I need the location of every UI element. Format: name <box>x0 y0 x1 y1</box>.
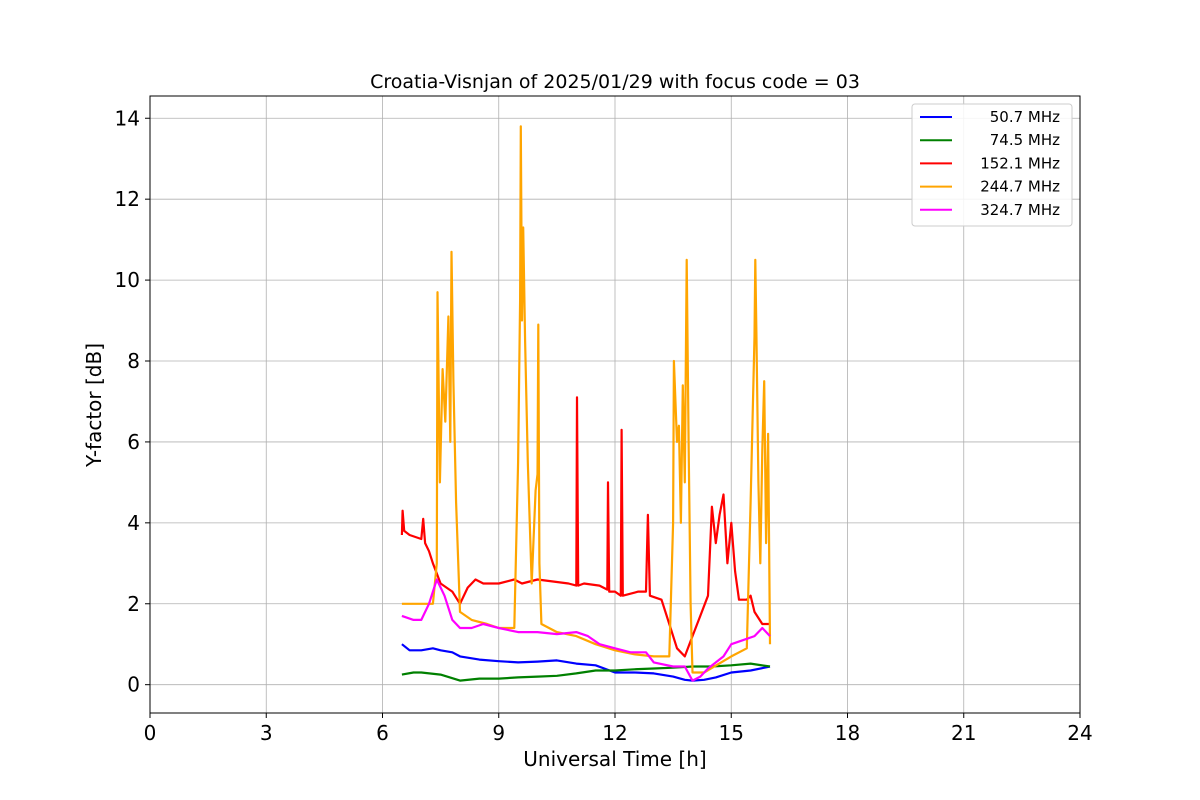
y-tick-label: 0 <box>127 673 140 697</box>
legend-entry-label: 152.1 MHz <box>980 154 1060 172</box>
y-tick-label: 10 <box>115 268 140 292</box>
x-tick-label: 3 <box>260 721 273 745</box>
y-tick-label: 6 <box>127 430 140 454</box>
x-tick-label: 12 <box>602 721 627 745</box>
y-axis: 0 2 4 6 8 10 12 14 <box>115 106 150 697</box>
legend-entry-label: 74.5 MHz <box>990 131 1060 149</box>
series-line-3 <box>401 125 772 674</box>
x-tick-label: 21 <box>951 721 976 745</box>
x-tick-label: 6 <box>376 721 389 745</box>
y-axis-label: Y-factor [dB] <box>82 343 106 468</box>
y-tick-label: 14 <box>115 106 140 130</box>
y-tick-label: 2 <box>127 592 140 616</box>
x-tick-label: 9 <box>492 721 505 745</box>
series-line-2 <box>400 396 770 658</box>
series-line-1 <box>401 662 771 682</box>
x-tick-label: 24 <box>1067 721 1092 745</box>
y-tick-label: 4 <box>127 511 140 535</box>
legend: 50.7 MHz 74.5 MHz 152.1 MHz 244.7 MHz 324.7 … <box>911 103 1073 227</box>
legend-entry-label: 244.7 MHz <box>980 178 1060 196</box>
chart-title: Croatia-Visnjan of 2025/01/29 with focus… <box>370 71 860 93</box>
series-line-0 <box>401 643 771 682</box>
x-tick-label: 15 <box>719 721 744 745</box>
series-group <box>400 125 772 682</box>
x-tick-label: 0 <box>144 721 157 745</box>
x-axis-label: Universal Time [h] <box>523 747 706 771</box>
legend-entry-label: 324.7 MHz <box>980 201 1060 219</box>
y-tick-label: 8 <box>127 349 140 373</box>
legend-box <box>911 103 1073 227</box>
plot-area <box>400 125 772 682</box>
y-tick-label: 12 <box>115 187 140 211</box>
series-line-4 <box>401 578 771 682</box>
x-tick-label: 18 <box>835 721 860 745</box>
x-axis: 0 3 6 9 12 15 18 21 24 <box>144 713 1093 745</box>
legend-entry-label: 50.7 MHz <box>990 108 1060 126</box>
